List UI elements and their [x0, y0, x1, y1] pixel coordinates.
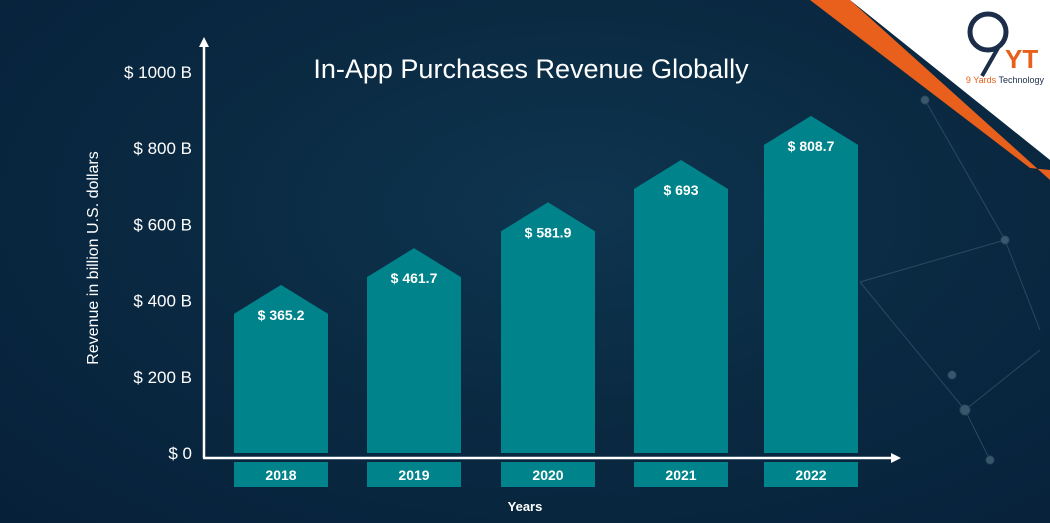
x-tick-label: 2019	[398, 467, 429, 483]
x-tick-label: 2022	[795, 467, 826, 483]
orange-stripe	[810, 0, 1050, 180]
network-decoration	[859, 95, 1041, 465]
data-label: $ 581.9	[525, 224, 572, 240]
y-axis-label: Revenue in billion U.S. dollars	[85, 151, 102, 364]
bar-2022	[764, 115, 858, 453]
logo-magnifier-handle	[980, 47, 1000, 77]
bar-2019	[367, 248, 461, 453]
brand-name: 9 Yards Technology	[966, 75, 1044, 85]
bar-2021	[634, 159, 728, 454]
y-tick-label: $ 1000 B	[124, 63, 192, 82]
x-category-box	[367, 462, 461, 487]
y-tick-label: $ 0	[168, 444, 192, 463]
data-label: $ 461.7	[391, 270, 438, 286]
x-tick-label: 2018	[265, 467, 296, 483]
x-tick-label: 2020	[532, 467, 563, 483]
bar-2020	[501, 202, 595, 453]
x-category-box	[501, 462, 595, 487]
bar-2018	[234, 284, 328, 453]
logo-mark: YT	[1005, 44, 1038, 74]
brand-second: Technology	[998, 75, 1044, 85]
data-label: $ 693	[663, 182, 698, 198]
x-category-box	[634, 462, 728, 487]
y-tick-label: $ 200 B	[133, 368, 192, 387]
y-tick-label: $ 400 B	[133, 292, 192, 311]
chart-title: In-App Purchases Revenue Globally	[313, 54, 749, 84]
y-tick-label: $ 800 B	[133, 139, 192, 158]
x-category-box	[764, 462, 858, 487]
brand-first: 9 Yards	[965, 75, 997, 85]
logo-panel	[850, 0, 1050, 160]
x-category-box	[234, 462, 328, 487]
logo-magnifier-icon	[967, 11, 1009, 53]
x-axis-label: Years	[508, 499, 543, 514]
y-tick-label: $ 600 B	[133, 215, 192, 234]
data-label: $ 365.2	[258, 307, 305, 323]
axes	[199, 37, 901, 463]
data-label: $ 808.7	[788, 138, 835, 154]
x-tick-label: 2021	[665, 467, 696, 483]
